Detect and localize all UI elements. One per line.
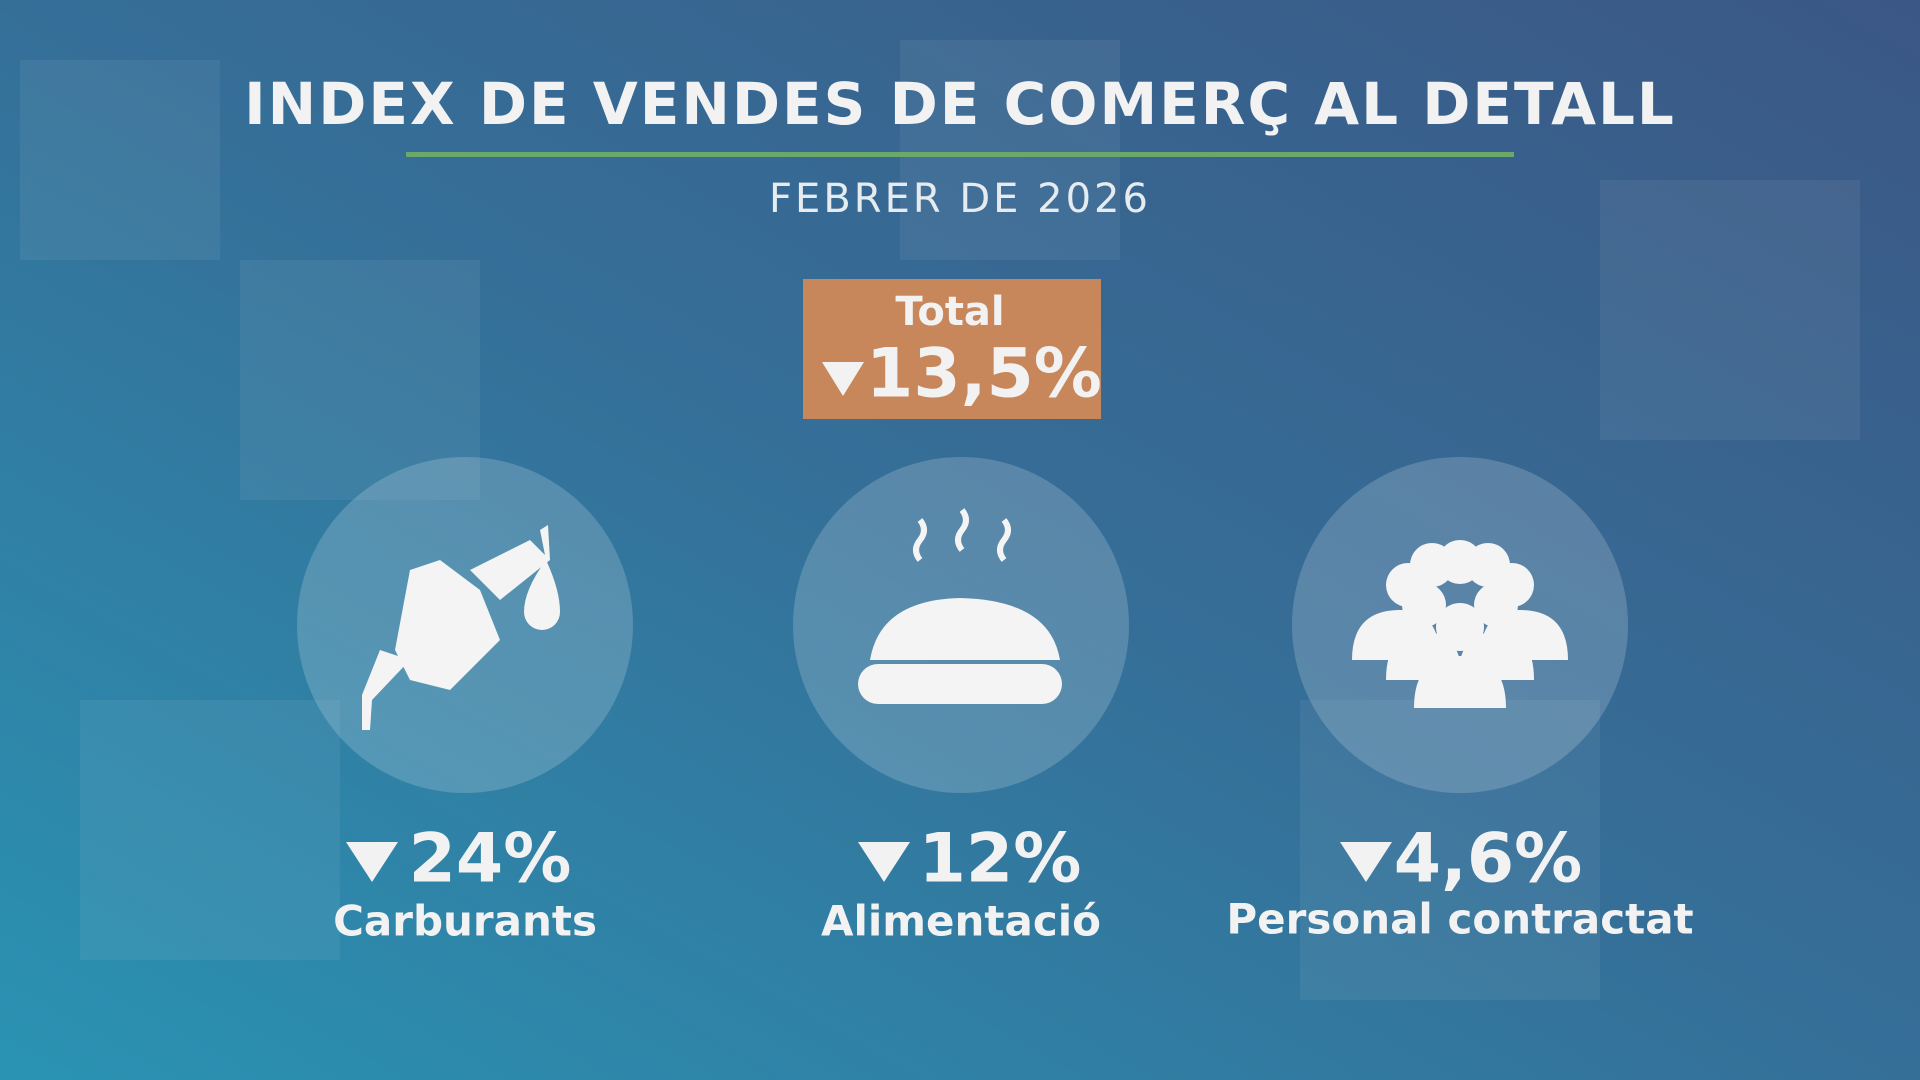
item-label: Carburants [333,897,597,946]
item-value: 4,6% [1394,820,1583,899]
people-icon [1352,540,1568,708]
title-underline [406,152,1514,157]
total-label: Total [895,289,1004,335]
total-value: 13,5% [866,335,1102,414]
item-label: Personal contractat [1226,895,1693,944]
bread-icon [858,508,1062,704]
total-box [803,279,1101,419]
subtitle: FEBRER DE 2026 [769,176,1151,222]
title: INDEX DE VENDES DE COMERÇ AL DETALL [244,70,1676,138]
down-arrow [822,362,864,396]
item-label: Alimentació [821,897,1101,946]
item-value: 12% [919,820,1082,899]
down-arrow [858,842,910,882]
down-arrow [1340,842,1392,882]
fuel-icon [362,525,560,730]
down-arrow [346,842,398,882]
item-value: 24% [409,820,572,899]
